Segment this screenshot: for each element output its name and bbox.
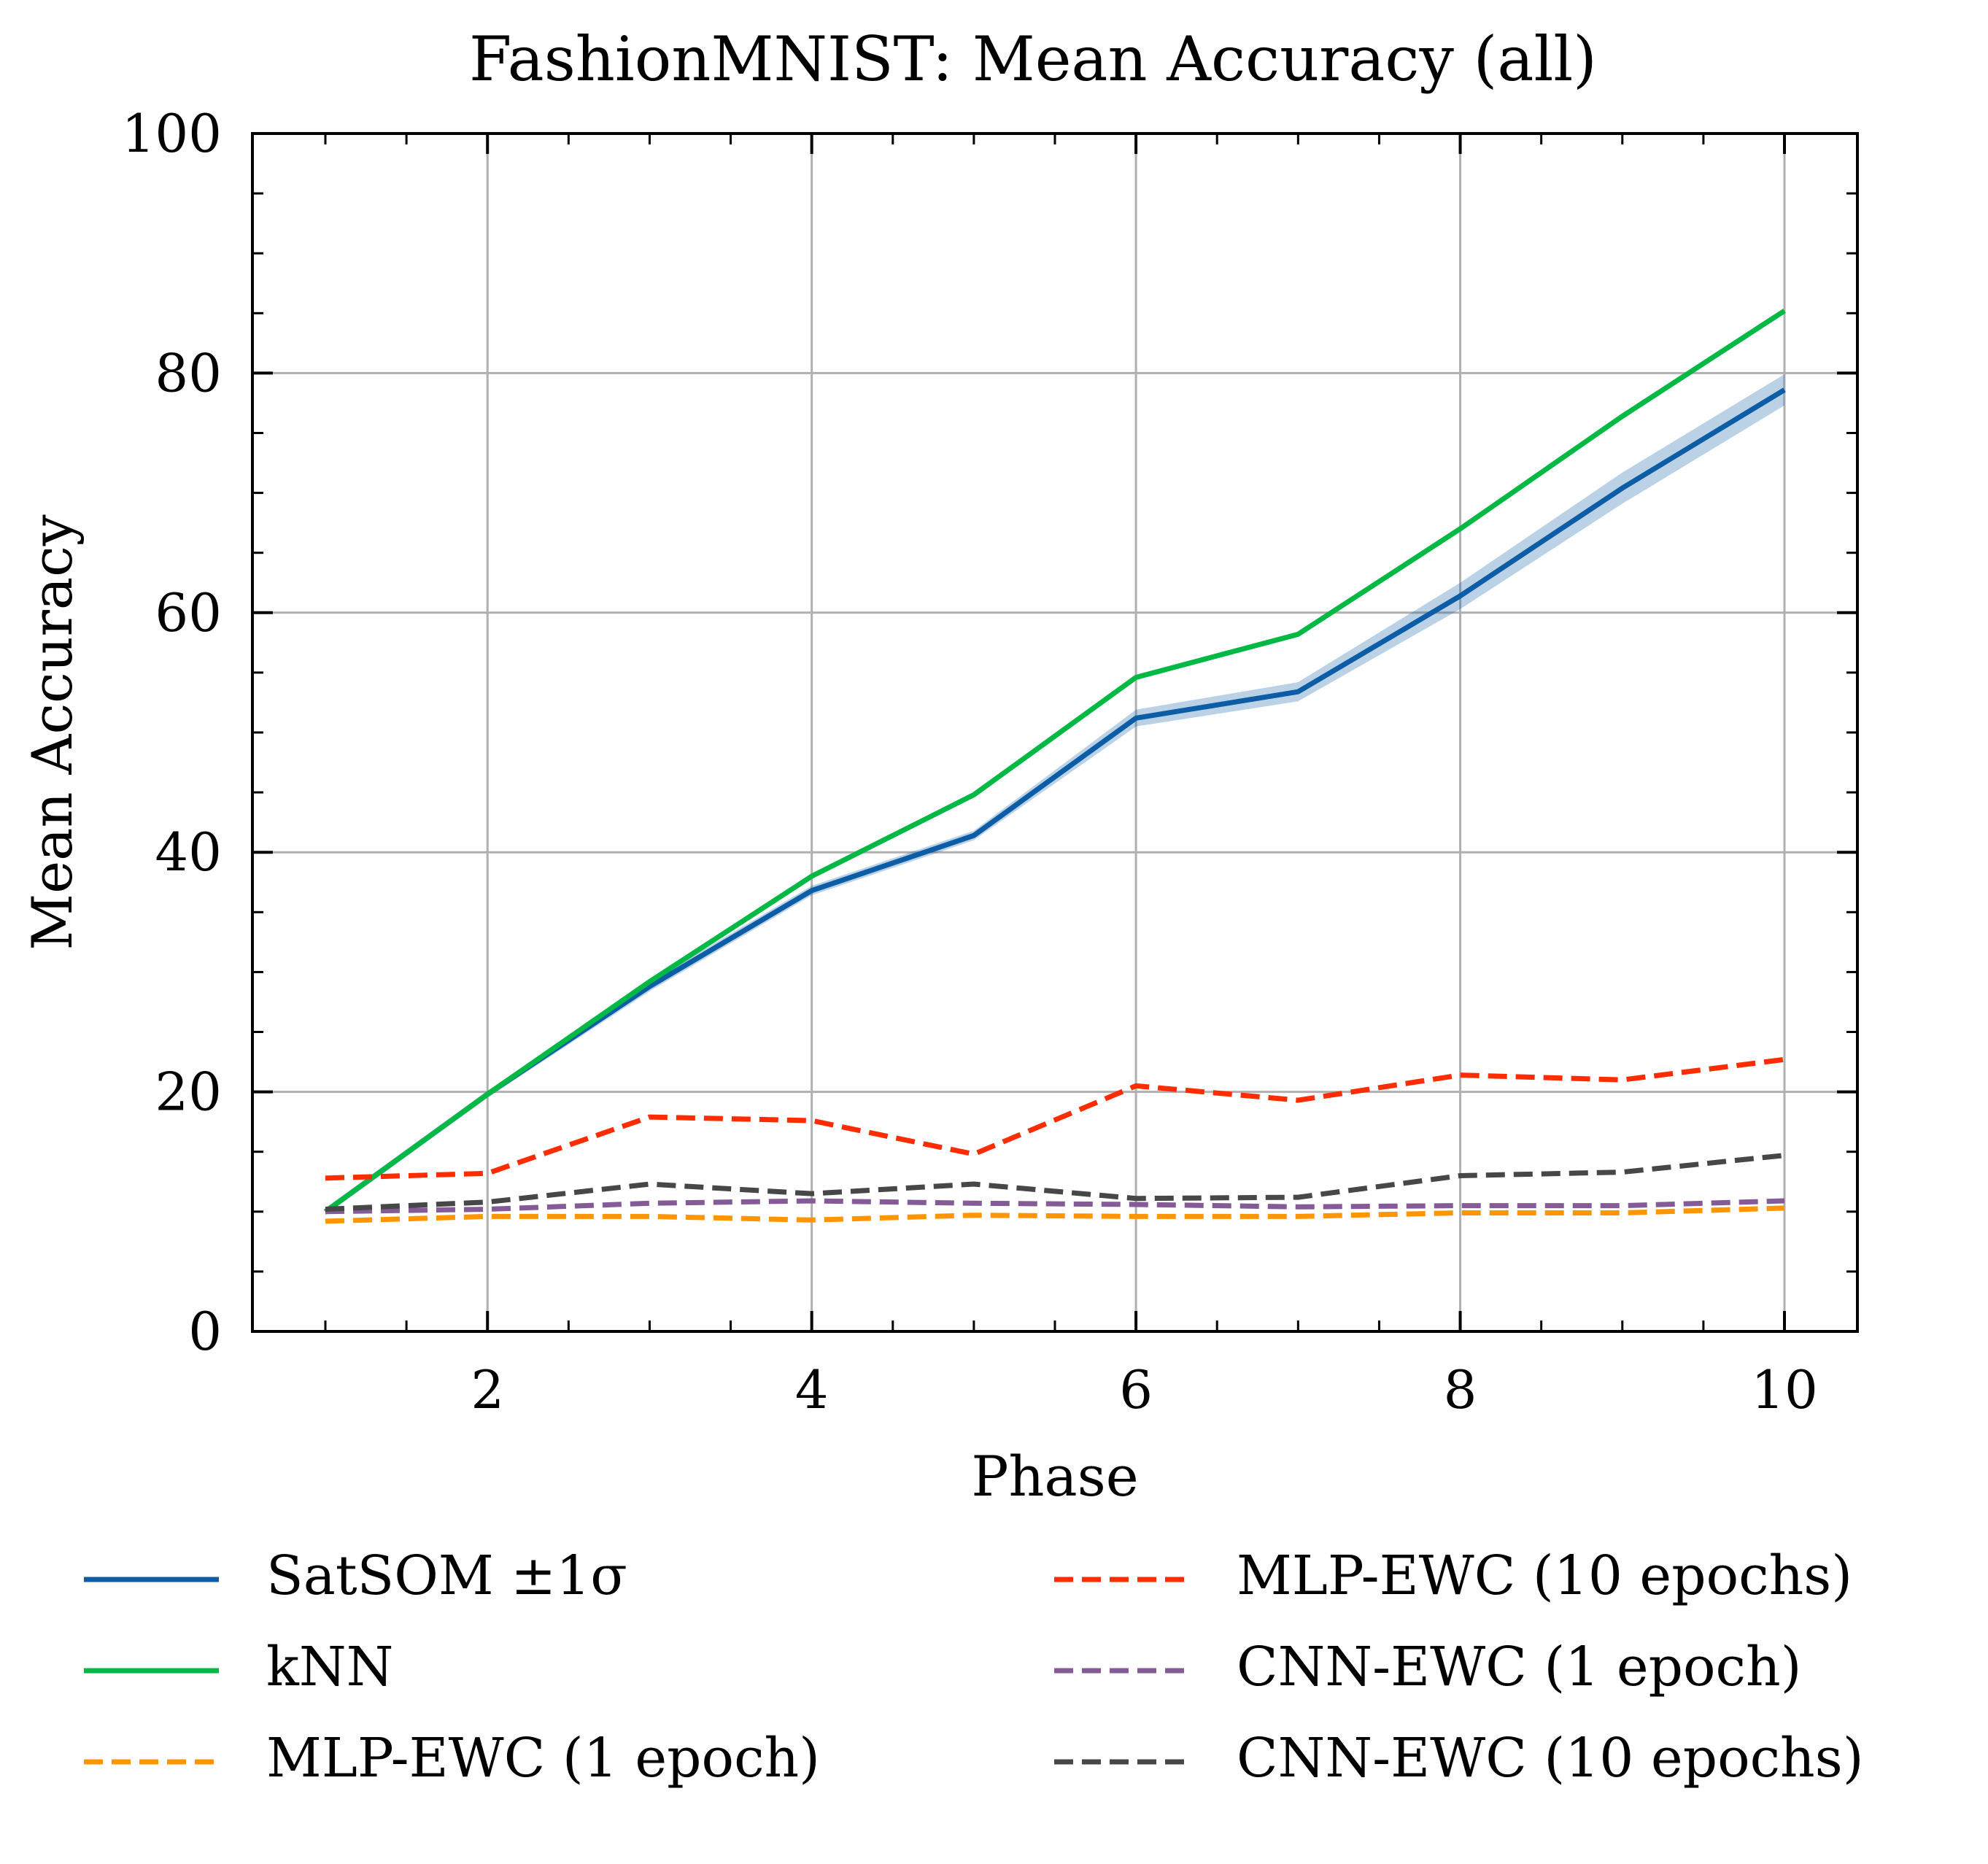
series-line-2: [325, 1205, 1785, 1224]
legend: SatSOM ±1σ kNN MLP-EWC (1 epoch) MLP-EWC (1…: [84, 1544, 1864, 1790]
series-lines: [323, 309, 1786, 1224]
x-tick-label: 6: [1119, 1359, 1153, 1420]
legend-label: MLP-EWC (1 epoch): [266, 1727, 820, 1790]
series-band-0: [325, 374, 1784, 1215]
y-tick-label: 20: [155, 1061, 222, 1123]
x-tick-label: 10: [1751, 1359, 1818, 1420]
legend-label: CNN-EWC (1 epoch): [1237, 1636, 1802, 1698]
y-tick-label: 40: [155, 821, 222, 883]
legend-label: SatSOM ±1σ: [266, 1544, 627, 1607]
x-axis-label: Phase: [971, 1444, 1138, 1509]
x-tick-label: 8: [1444, 1359, 1477, 1420]
legend-label: kNN: [266, 1636, 393, 1698]
grid-lines: [252, 132, 1857, 1333]
chart-title: FashionMNIST: Mean Accuracy (all): [469, 23, 1597, 95]
series-line-1: [323, 309, 1786, 1214]
x-tick-label: 4: [795, 1359, 829, 1420]
y-tick-label: 100: [122, 103, 222, 164]
series-bands: [325, 374, 1784, 1215]
series-line-3: [325, 1056, 1785, 1181]
series-line-4: [325, 1198, 1785, 1215]
x-tick-label: 2: [471, 1359, 504, 1420]
legend-label: MLP-EWC (10 epochs): [1237, 1544, 1852, 1607]
axis-ticks: [252, 132, 1857, 1333]
legend-label: CNN-EWC (10 epochs): [1237, 1727, 1864, 1790]
y-tick-label: 0: [188, 1301, 222, 1362]
y-tick-label: 80: [155, 342, 222, 403]
series-line-5: [325, 1153, 1785, 1213]
y-tick-label: 60: [155, 582, 222, 643]
plot-frame: [251, 132, 1859, 1333]
y-axis-label: Mean Accuracy: [20, 514, 85, 950]
